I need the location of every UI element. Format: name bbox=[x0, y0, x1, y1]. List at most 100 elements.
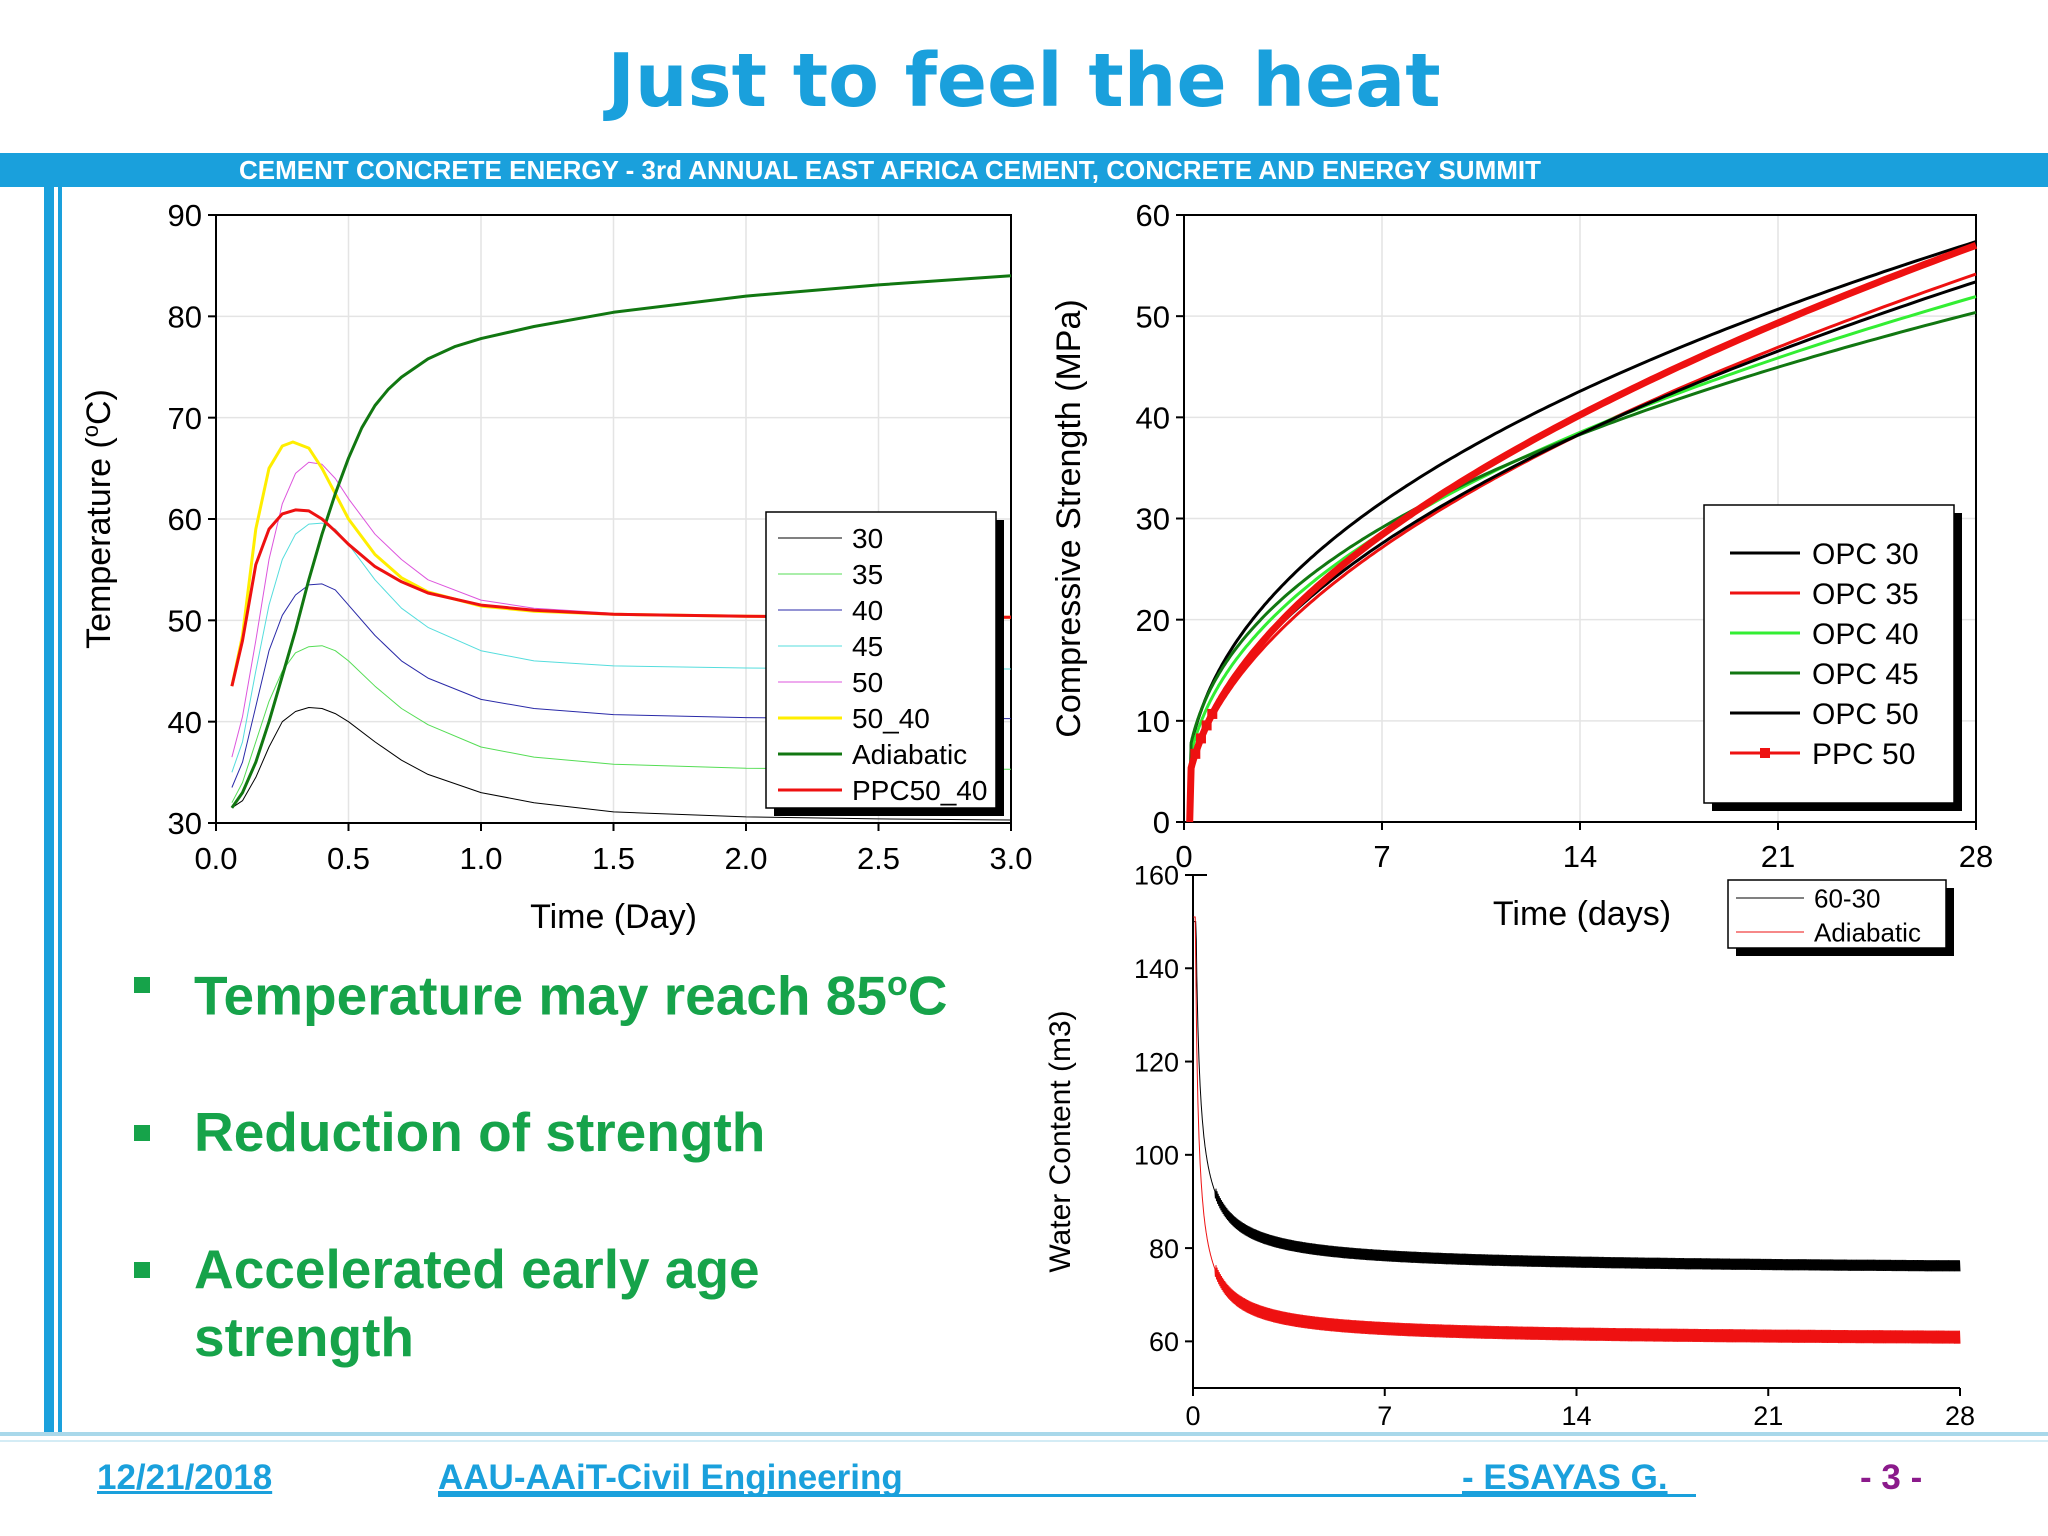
legend-box bbox=[1727, 879, 1947, 949]
series-marker bbox=[1190, 748, 1201, 759]
x-tick-label: 14 bbox=[1561, 1401, 1591, 1431]
bullet-square-icon bbox=[134, 977, 150, 993]
y-tick-label: 140 bbox=[1134, 954, 1179, 984]
bullet-text: Reduction of strength bbox=[194, 1101, 766, 1164]
x-axis-title: Time (Day) bbox=[530, 898, 697, 936]
bullet-temperature: Temperature may reach 85oC bbox=[130, 950, 1030, 1029]
series-line-40 bbox=[231, 583, 1011, 788]
y-tick-label: 90 bbox=[168, 198, 202, 233]
bullet-square-icon bbox=[134, 1125, 150, 1142]
legend-label: 60-30 bbox=[1814, 883, 1881, 913]
y-tick-label: 70 bbox=[168, 401, 202, 436]
y-tick-label: 50 bbox=[168, 603, 202, 638]
y-axis-title: Compressive Strength (MPa) bbox=[1050, 299, 1088, 737]
y-tick-label: 120 bbox=[1134, 1047, 1179, 1077]
y-tick-label: 60 bbox=[1136, 198, 1170, 233]
legend-label: 30 bbox=[852, 523, 883, 554]
x-tick-label: 0 bbox=[1185, 1401, 1200, 1431]
y-axis-title: Temperature (oC) bbox=[78, 389, 118, 649]
y-tick-label: 20 bbox=[1136, 603, 1170, 638]
page-number: - 3 - bbox=[1860, 1458, 1923, 1497]
legend-label: 50 bbox=[852, 667, 883, 698]
x-tick-label: 0 bbox=[1175, 839, 1192, 874]
legend-label: 40 bbox=[852, 595, 883, 626]
y-tick-label: 80 bbox=[1149, 1234, 1179, 1264]
x-tick-label: 3.0 bbox=[989, 841, 1032, 876]
y-tick-label: 0 bbox=[1153, 805, 1170, 840]
y-axis-title-main: Temperature ( bbox=[80, 437, 118, 649]
series-line-30 bbox=[231, 707, 1012, 821]
series-marker bbox=[1207, 708, 1218, 719]
y-tick-label: 40 bbox=[168, 705, 202, 740]
y-axis-title-end: C) bbox=[80, 389, 118, 425]
series-line-OPC-45 bbox=[1188, 310, 1977, 823]
y-axis-title-sup: o bbox=[78, 425, 103, 437]
y-tick-label: 40 bbox=[1136, 400, 1170, 435]
legend-label: PPC50_40 bbox=[852, 775, 987, 806]
x-tick-label: 7 bbox=[1377, 1401, 1392, 1431]
x-tick-label: 2.5 bbox=[857, 841, 900, 876]
legend-box bbox=[765, 511, 997, 809]
y-tick-label: 60 bbox=[168, 502, 202, 537]
water-content-chart: 0 7 14 21 28 60 80 100 120 140 160 Water Content (m… bbox=[1044, 861, 1975, 1431]
series-line-60-30 bbox=[1193, 921, 1961, 1272]
legend-label: OPC 45 bbox=[1812, 658, 1919, 691]
y-tick-label: 80 bbox=[168, 299, 202, 334]
x-tick-label: 7 bbox=[1373, 839, 1390, 874]
legend-label: 50_40 bbox=[852, 703, 930, 734]
x-tick-label: 1.0 bbox=[459, 841, 502, 876]
footer-org: AAU-AAiT-Civil Engineering bbox=[438, 1458, 903, 1497]
bullet-superscript: o bbox=[886, 965, 908, 1003]
legend-label: Adiabatic bbox=[1814, 917, 1921, 947]
x-tick-label: 21 bbox=[1753, 1401, 1783, 1431]
bullet-square-icon bbox=[134, 1262, 150, 1279]
legend-label: OPC 50 bbox=[1812, 698, 1919, 731]
legend-label: Adiabatic bbox=[852, 739, 967, 770]
legend-marker bbox=[1760, 748, 1770, 758]
x-axis-title: Time (days) bbox=[1493, 895, 1671, 933]
series-line-Adiabatic bbox=[1193, 916, 1961, 1344]
y-tick-label: 30 bbox=[168, 806, 202, 841]
y-axis-title: Water Content (m3) bbox=[1044, 1010, 1077, 1272]
x-tick-label: 28 bbox=[1945, 1401, 1975, 1431]
footer-author: - ESAYAS G. bbox=[1462, 1458, 1668, 1497]
legend-label: 35 bbox=[852, 559, 883, 590]
x-tick-label: 14 bbox=[1563, 839, 1597, 874]
footer-underline bbox=[438, 1494, 1696, 1497]
bullet-suffix: C bbox=[907, 964, 948, 1027]
x-tick-label: 2.0 bbox=[724, 841, 767, 876]
legend-label: OPC 40 bbox=[1812, 618, 1919, 651]
footer-divider bbox=[0, 1432, 2048, 1436]
footer-date: 12/21/2018 bbox=[97, 1458, 273, 1497]
series-line-PPC50_40 bbox=[230, 508, 1011, 687]
series-marker bbox=[1195, 733, 1206, 744]
y-tick-label: 30 bbox=[1136, 502, 1170, 537]
legend-label: 45 bbox=[852, 631, 883, 662]
y-tick-label: 60 bbox=[1149, 1327, 1179, 1357]
series-line-35 bbox=[231, 645, 1011, 803]
series-marker bbox=[1201, 720, 1212, 731]
x-tick-label: 0.0 bbox=[194, 841, 237, 876]
x-tick-label: 28 bbox=[1959, 839, 1993, 874]
y-tick-label: 160 bbox=[1134, 861, 1179, 891]
x-tick-label: 1.5 bbox=[592, 841, 635, 876]
x-tick-label: 0.5 bbox=[327, 841, 370, 876]
bullet-early-strength: Accelerated early age strength bbox=[130, 1235, 1030, 1371]
y-tick-label: 100 bbox=[1134, 1141, 1179, 1171]
bullet-strength-reduction: Reduction of strength bbox=[130, 1098, 1030, 1166]
legend-label: OPC 30 bbox=[1812, 538, 1919, 571]
footer-divider-light bbox=[0, 1440, 2048, 1442]
bullet-text-line2: strength bbox=[194, 1306, 414, 1369]
left-border-bar bbox=[44, 187, 54, 1435]
strength-chart: 0 7 14 21 28 0 10 20 30 40 50 60 Time (days) Compress… bbox=[1050, 198, 1993, 933]
bullet-list: Temperature may reach 85oC Reduction of … bbox=[130, 950, 1030, 1440]
temperature-chart: 0.0 0.5 1.0 1.5 2.0 2.5 3.0 30 40 50 60 70 80 90 Time … bbox=[78, 198, 1033, 936]
bullet-text: Accelerated early age bbox=[194, 1238, 760, 1301]
summit-banner: CEMENT CONCRETE ENERGY - 3rd ANNUAL EAST… bbox=[0, 153, 2048, 187]
legend-label: OPC 35 bbox=[1812, 578, 1919, 611]
y-tick-label: 10 bbox=[1136, 704, 1170, 739]
banner-text: CEMENT CONCRETE ENERGY - 3rd ANNUAL EAST… bbox=[238, 155, 1541, 185]
slide-title: Just to feel the heat bbox=[607, 38, 1441, 124]
bullet-text: Temperature may reach 85 bbox=[194, 964, 887, 1027]
